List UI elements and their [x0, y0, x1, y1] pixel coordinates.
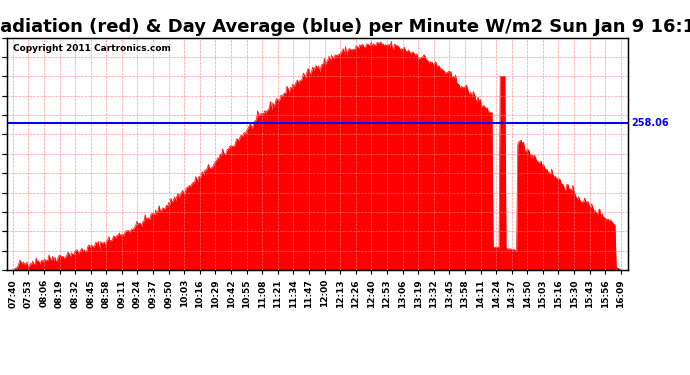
- Text: Copyright 2011 Cartronics.com: Copyright 2011 Cartronics.com: [13, 45, 171, 54]
- Text: 258.06: 258.06: [631, 118, 669, 128]
- Title: Solar Radiation (red) & Day Average (blue) per Minute W/m2 Sun Jan 9 16:15: Solar Radiation (red) & Day Average (blu…: [0, 18, 690, 36]
